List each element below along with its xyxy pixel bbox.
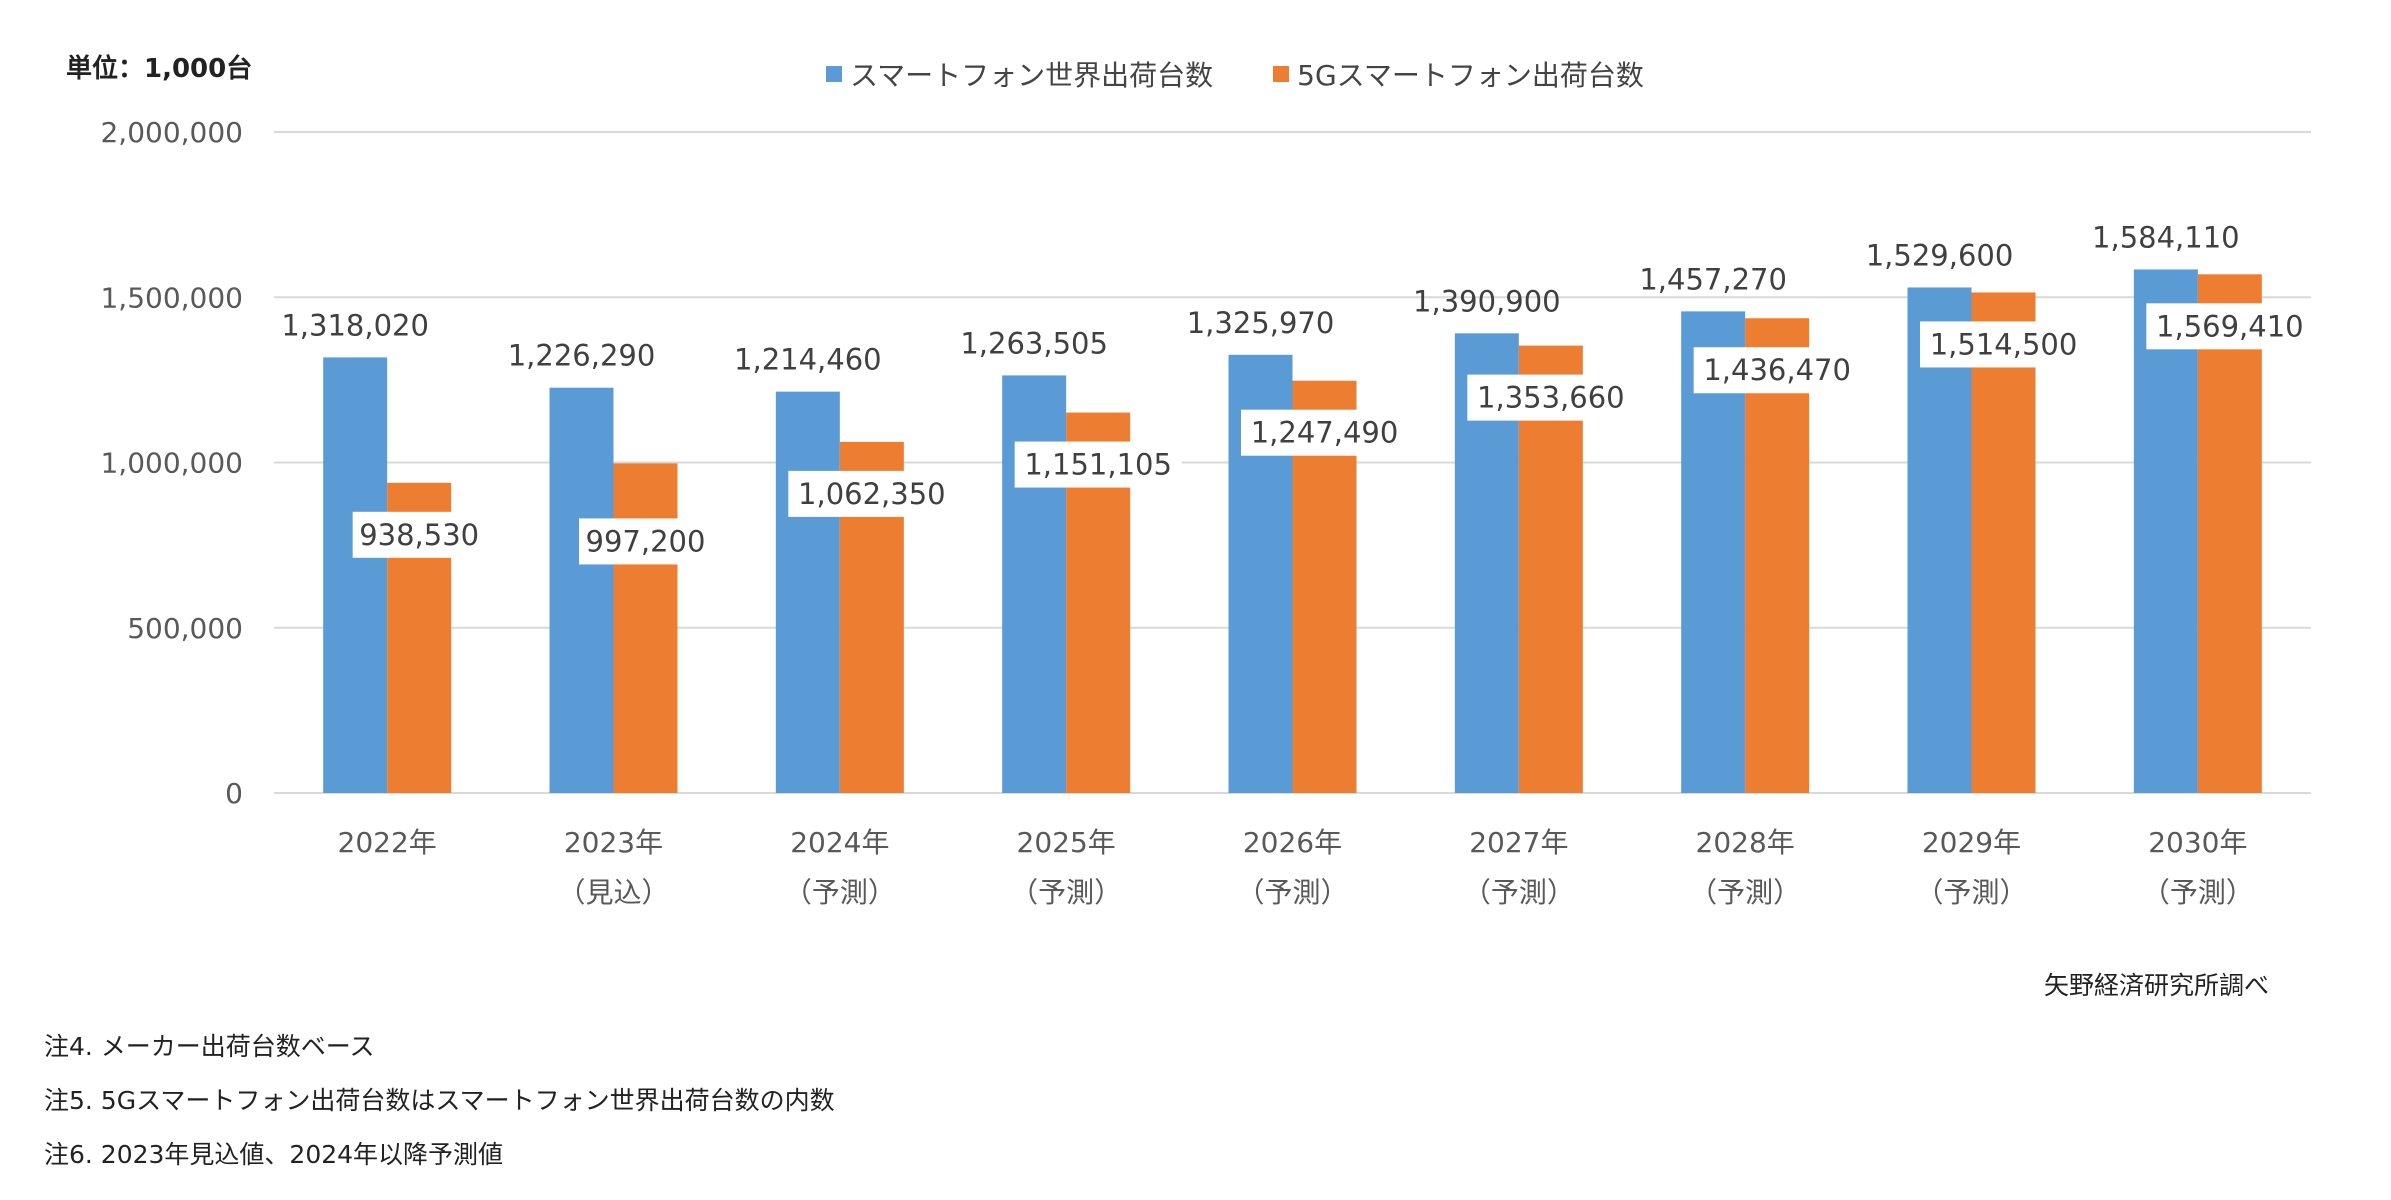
legend-swatch-blue (826, 66, 842, 82)
bar-5g (1971, 292, 2036, 793)
x-tick-sublabel: （予測） (784, 876, 896, 909)
x-tick-sublabel: （見込） (557, 876, 669, 909)
data-label-smartphone: 1,390,900 (1413, 284, 1561, 318)
data-label-5g: 1,436,470 (1703, 353, 1851, 387)
legend-item-5g: 5Gスマートフォン出荷台数 (1273, 54, 1644, 94)
legend-label: スマートフォン世界出荷台数 (850, 59, 1214, 92)
x-tick-label: 2028年 (1696, 826, 1795, 859)
data-label-smartphone: 1,584,110 (2092, 220, 2240, 254)
bar-smartphone (1907, 287, 1972, 793)
data-label-smartphone: 1,457,270 (1639, 262, 1787, 296)
bar-smartphone (775, 391, 840, 793)
x-tick-sublabel: （予測） (1689, 876, 1801, 909)
x-tick-label: 2025年 (1017, 826, 1116, 859)
data-label-box (1014, 441, 1182, 488)
x-tick-sublabel: （予測） (1010, 876, 1122, 909)
x-tick-sublabel: （予測） (1915, 876, 2027, 909)
data-label-smartphone: 1,214,460 (734, 343, 882, 377)
bar-5g (2197, 274, 2262, 793)
data-label-box (788, 470, 956, 517)
bar-smartphone (323, 357, 388, 793)
unit-label: 単位：1,000台 (66, 54, 253, 84)
x-tick-label: 2029年 (1922, 826, 2021, 859)
data-label-smartphone: 1,226,290 (508, 339, 656, 373)
data-label-5g: 1,569,410 (2156, 309, 2304, 343)
x-tick-label: 2026年 (1243, 826, 1342, 859)
data-label-5g: 1,062,350 (798, 477, 946, 511)
data-label-box (1467, 374, 1635, 421)
data-label-smartphone: 1,263,505 (960, 326, 1108, 360)
source-note: 矢野経済研究所調べ (2043, 971, 2269, 1000)
x-tick-label: 2027年 (1469, 826, 1568, 859)
data-label-box (1241, 409, 1408, 456)
bar-smartphone (549, 387, 614, 793)
data-label-5g: 1,353,660 (1477, 381, 1625, 415)
x-tick-label: 2024年 (790, 826, 889, 859)
data-label-5g: 997,200 (586, 524, 706, 558)
y-tick-label: 0 (225, 777, 243, 810)
data-label-box (1693, 347, 1861, 394)
data-label-smartphone: 1,529,600 (1866, 238, 2014, 272)
bar-5g (613, 463, 678, 793)
y-tick-label: 1,500,000 (100, 281, 243, 314)
note-4: 注4. メーカー出荷台数ベース (44, 1032, 375, 1061)
bar-smartphone (1002, 375, 1067, 793)
data-label-5g: 938,530 (359, 518, 479, 552)
legend-item-smartphone: スマートフォン世界出荷台数 (826, 54, 1213, 94)
data-label-5g: 1,151,105 (1024, 448, 1172, 482)
y-tick-label: 2,000,000 (100, 116, 243, 149)
y-tick-label: 1,000,000 (100, 447, 243, 480)
bar-5g (1745, 318, 1810, 793)
data-label-smartphone: 1,325,970 (1187, 306, 1335, 340)
x-tick-label: 2030年 (2148, 826, 2247, 859)
y-tick-label: 500,000 (127, 612, 243, 645)
legend-swatch-orange (1273, 66, 1290, 82)
x-tick-sublabel: （予測） (1463, 876, 1575, 909)
bar-smartphone (2133, 269, 2198, 793)
legend-label: 5Gスマートフォン出荷台数 (1297, 59, 1644, 92)
x-tick-sublabel: （予測） (1236, 876, 1348, 909)
legend: スマートフォン世界出荷台数 5Gスマートフォン出荷台数 (826, 54, 1644, 94)
data-label-box (1920, 321, 2087, 368)
x-tick-label: 2023年 (564, 826, 663, 859)
x-tick-label: 2022年 (338, 826, 437, 859)
data-label-box (352, 511, 486, 558)
data-label-smartphone: 1,318,020 (281, 308, 429, 342)
data-label-box (579, 518, 712, 565)
x-tick-sublabel: （予測） (2142, 876, 2254, 909)
data-label-5g: 1,514,500 (1930, 327, 2078, 361)
data-label-box (2146, 303, 2314, 350)
note-6: 注6. 2023年見込値、2024年以降予測値 (44, 1140, 504, 1169)
note-5: 注5. 5Gスマートフォン出荷台数はスマートフォン世界出荷台数の内数 (44, 1086, 835, 1115)
data-label-5g: 1,247,490 (1251, 416, 1399, 450)
